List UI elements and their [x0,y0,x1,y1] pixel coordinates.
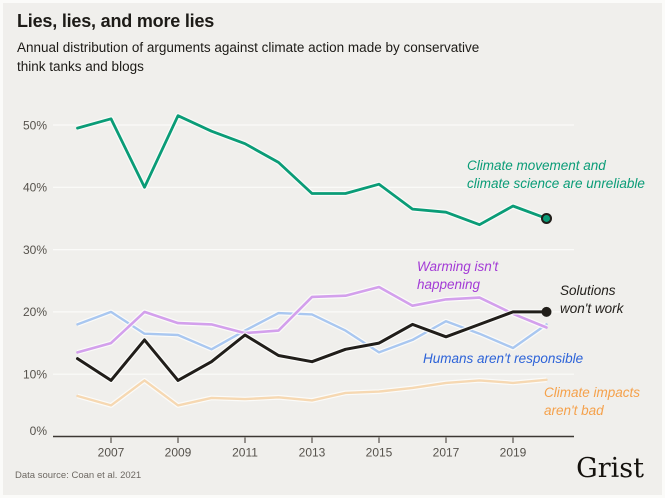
series-line-solutions [76,310,548,382]
x-tick-label: 2019 [500,446,527,460]
series-label-unreliable: Climate movement and climate science are… [467,158,645,191]
series-line-unreliable [76,114,548,227]
end-dot-solutions [541,306,552,317]
y-tick-label: 10% [23,368,47,382]
chart-title: Lies, lies, and more lies [17,11,215,31]
series-line-impacts [76,378,548,407]
series-label-climate-impacts: Climate impacts aren't bad [544,385,641,418]
chart-svg: 2007 2009 2011 2013 2015 2017 2019 0% 10% 20% 30% 4… [23,113,574,460]
y-tick-label: 30% [23,243,47,257]
y-tick-label: 20% [23,305,47,319]
x-tick-label: 2007 [98,446,125,460]
series-label-humans: Humans aren't responsible [423,351,584,366]
chart-subtitle: Annual distribution of arguments against… [17,40,480,74]
y-tick-label: 50% [23,118,47,132]
series-label-warming: Warming isn't happening [417,259,499,292]
x-tick-label: 2013 [299,446,326,460]
data-source: Data source: Coan et al. 2021 [15,470,142,481]
x-tick-label: 2017 [433,446,460,460]
x-tick-label: 2011 [232,446,258,460]
series-label-solutions: Solutions won't work [560,283,624,316]
x-tick-label: 2015 [366,446,393,460]
end-dot-unreliable [541,212,552,224]
y-tick-label: 0% [30,424,48,438]
series-line-warming [76,285,548,354]
x-tick-label: 2009 [165,446,192,460]
y-tick-label: 40% [23,181,47,195]
grist-logo: Grist [576,453,644,484]
